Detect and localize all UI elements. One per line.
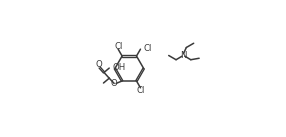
Text: Cl: Cl xyxy=(136,86,145,95)
Text: O: O xyxy=(111,79,118,88)
Text: Cl: Cl xyxy=(144,44,152,53)
Text: N: N xyxy=(180,51,187,60)
Text: Cl: Cl xyxy=(114,42,122,51)
Text: OH: OH xyxy=(113,63,126,72)
Text: O: O xyxy=(96,60,102,69)
